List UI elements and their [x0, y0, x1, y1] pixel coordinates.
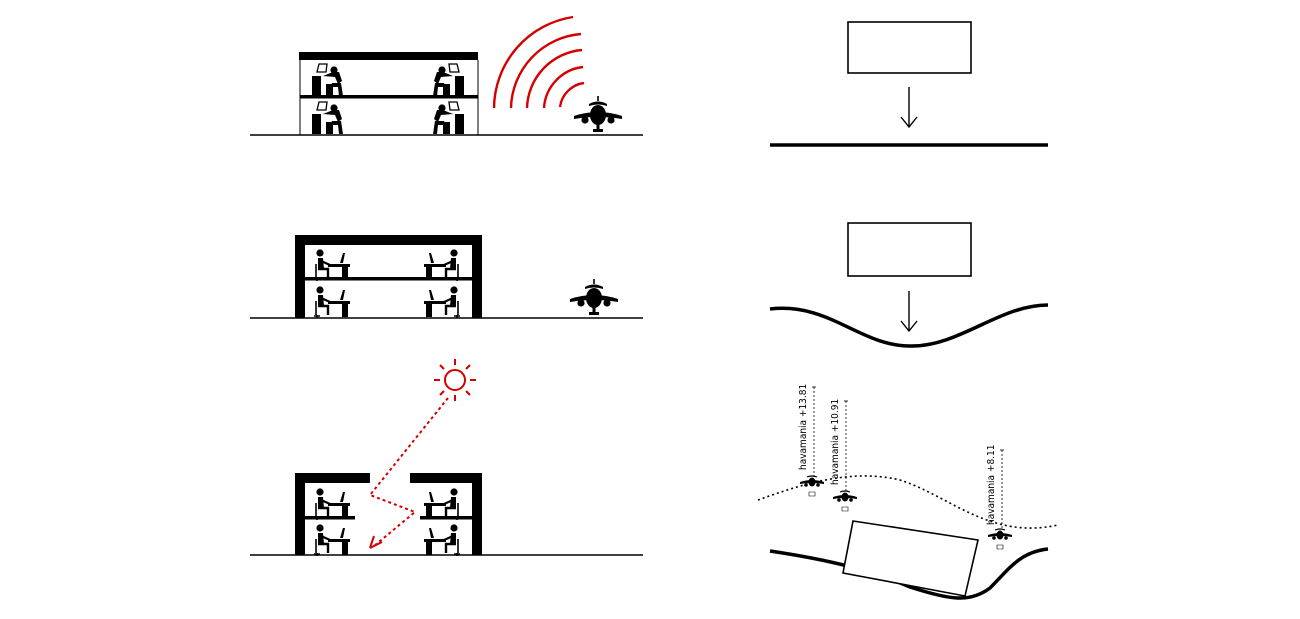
building-open — [299, 52, 479, 135]
ground-line — [769, 547, 1049, 600]
height-label: havamania +8.11 — [986, 445, 997, 525]
height-marker-3: havamania +8.11 — [986, 445, 1013, 550]
panel-wavy-ground — [769, 222, 1049, 348]
worker-at-desk-icon — [311, 63, 344, 97]
ground-line — [769, 303, 1049, 348]
down-arrow-icon — [900, 291, 918, 333]
flight-path — [757, 475, 1059, 529]
noise-wave-icon — [492, 15, 585, 109]
height-marker-2: havamania +10.91 — [830, 399, 858, 512]
airplane-icon — [987, 528, 1013, 550]
panel-flight-heights: havamania +13.81 havamania +10.91 havama… — [757, 384, 1059, 600]
worker-at-desk-icon — [312, 248, 352, 283]
airplane-icon — [799, 475, 825, 497]
airplane-icon — [832, 490, 858, 512]
height-label: havamania +10.91 — [830, 399, 841, 485]
panel-flat-ground — [770, 21, 1048, 147]
worker-at-desk-icon — [422, 248, 462, 283]
panel-daylight — [250, 359, 643, 558]
height-marker-1: havamania +13.81 — [798, 384, 825, 497]
airplane-icon — [573, 95, 623, 133]
worker-at-desk-icon — [311, 101, 344, 135]
worker-at-desk-icon — [422, 285, 462, 320]
panel-enclosed — [250, 235, 643, 320]
building-enclosed — [295, 235, 482, 320]
worker-at-desk-icon — [312, 285, 352, 320]
worker-at-desk-icon — [312, 487, 352, 522]
sun-icon — [434, 359, 476, 401]
building-block — [847, 222, 972, 277]
worker-at-desk-icon — [422, 523, 462, 558]
panel-noise — [250, 15, 643, 136]
worker-at-desk-icon — [432, 63, 465, 97]
height-label: havamania +13.81 — [798, 384, 809, 470]
airplane-icon — [569, 278, 619, 316]
down-arrow-icon — [900, 87, 918, 129]
worker-at-desk-icon — [422, 487, 462, 522]
worker-at-desk-icon — [312, 523, 352, 558]
building-skylight — [295, 473, 482, 558]
light-path — [368, 397, 449, 549]
worker-at-desk-icon — [432, 101, 465, 135]
building-block — [847, 21, 972, 74]
building-block — [842, 520, 979, 597]
